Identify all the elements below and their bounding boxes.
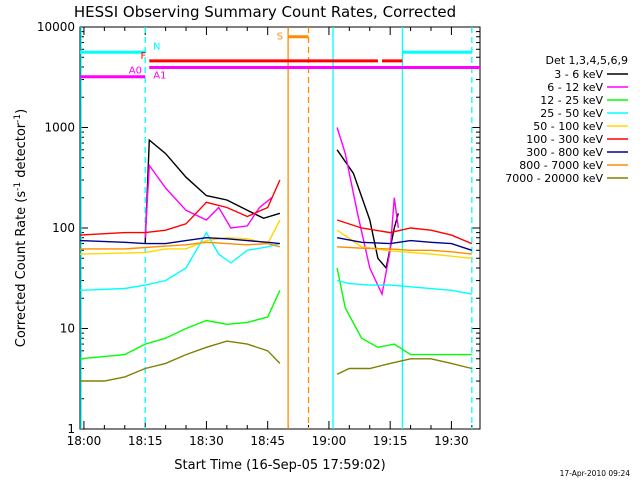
y-axis-label: Corrected Count Rate (s-1 detector-1) (13, 109, 29, 347)
x-tick-label: 19:30 (434, 434, 469, 448)
y-tick-label: 1000 (44, 121, 75, 135)
flag-label: S (277, 32, 283, 43)
legend-label: 25 - 50 keV (540, 107, 603, 120)
series-line (336, 358, 472, 375)
series-line (80, 340, 281, 382)
y-tick-label: 1 (67, 422, 75, 436)
legend-label: 800 - 7000 keV (519, 159, 603, 172)
series-line (144, 138, 281, 244)
series-line (336, 267, 472, 356)
x-tick-label: 19:00 (312, 434, 347, 448)
y-tick-label: 10000 (37, 20, 75, 34)
series-line (336, 149, 399, 270)
series-line (336, 237, 473, 251)
flag-label: A0 (129, 66, 142, 77)
series-line (336, 229, 472, 259)
flag-bars: N S F A0 A1 (80, 32, 480, 82)
footer-timestamp: 17-Apr-2010 09:24 (560, 469, 631, 478)
series-line (336, 219, 473, 245)
flag-label: F (141, 51, 147, 62)
plot-frame (79, 26, 481, 430)
legend-label: 50 - 100 keV (533, 120, 603, 133)
series-line (144, 163, 273, 238)
legend-label: 12 - 25 keV (540, 94, 603, 107)
legend-label: 3 - 6 keV (554, 68, 603, 81)
x-axis-label: Start Time (16-Sep-05 17:59:02) (174, 458, 385, 473)
series-line (80, 241, 281, 250)
x-tick-label: 18:00 (67, 434, 102, 448)
x-tick-label: 18:45 (250, 434, 285, 448)
legend-title: Det 1,3,4,5,6,9 (545, 54, 628, 67)
legend-label: 6 - 12 keV (547, 81, 603, 94)
series-line (337, 246, 472, 255)
x-tick-label: 18:30 (189, 434, 224, 448)
y-tick-label: 10 (60, 322, 75, 336)
axes-ticks: 18:00 18:15 18:30 18:45 19:00 19:15 19:30 1 10 10… (37, 20, 480, 448)
y-tick-label: 100 (52, 221, 75, 235)
series-line (336, 127, 399, 297)
flag-label: N (153, 41, 160, 52)
x-tick-label: 18:15 (128, 434, 163, 448)
legend-label: 100 - 300 keV (526, 133, 603, 146)
series-line (336, 279, 472, 295)
series-lines (79, 127, 473, 382)
series-line (79, 231, 281, 291)
legend-label: 300 - 800 keV (526, 146, 603, 159)
chart-title: HESSI Observing Summary Count Rates, Cor… (74, 3, 456, 21)
series-line (79, 290, 281, 360)
flag-label: A1 (153, 71, 166, 82)
series-line (79, 179, 281, 236)
x-tick-label: 19:15 (373, 434, 408, 448)
series-line (79, 236, 280, 245)
legend-label: 7000 - 20000 keV (505, 172, 603, 185)
